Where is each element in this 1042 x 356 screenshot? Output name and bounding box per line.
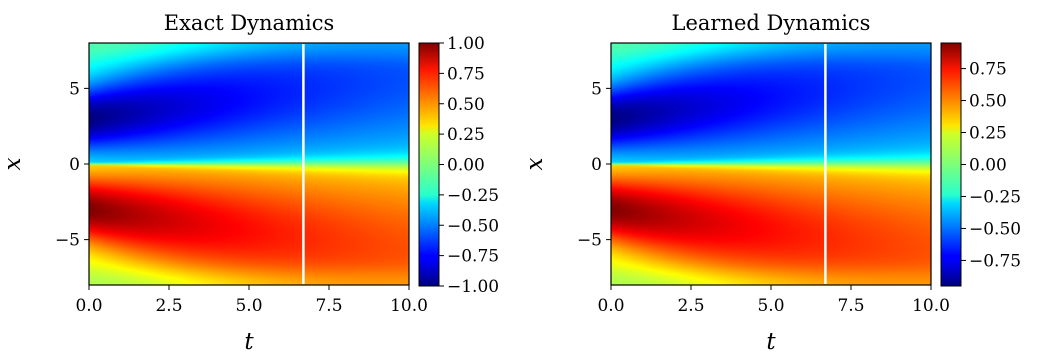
panel-exact: Exact Dynamics 0.0 2.5 5.0 7.5 10.0 5 0 −5 t x… [0, 11, 499, 355]
colorbar-tick-label: −0.25 [447, 186, 499, 206]
colorbar-tick-label: 0.75 [969, 60, 1007, 80]
y-tick-label: −5 [577, 231, 602, 251]
x-tick-label: 2.5 [155, 296, 182, 316]
x-tick-label: 7.5 [837, 296, 864, 316]
title: Learned Dynamics [672, 11, 871, 35]
colorbar-tick-label: −0.75 [447, 247, 499, 267]
colorbar-tick-label: −0.50 [969, 219, 1021, 239]
colorbar-tick-label: 1.00 [447, 34, 485, 54]
colorbar-tick-label: 0.25 [447, 125, 485, 145]
y-axis-label: x [522, 157, 548, 170]
colorbar-gradient [418, 42, 440, 287]
colorbar-tick-label: −0.50 [447, 216, 499, 236]
x-axis-label: t [244, 329, 254, 355]
colorbar-gradient [940, 42, 962, 287]
panel-learned: Learned Dynamics 0.0 2.5 5.0 7.5 10.0 5 0 −5 t… [522, 11, 1021, 355]
colorbar-tick-label: 0.00 [447, 156, 485, 176]
colorbar-tick-label: −0.25 [969, 187, 1021, 207]
colorbar: 0.75 0.50 0.25 0.00 −0.25 −0.50 −0.75 [940, 42, 1021, 287]
colorbar-tick-label: 0.25 [969, 124, 1007, 144]
y-tick-label: 0 [591, 155, 602, 175]
x-tick-label: 0.0 [597, 296, 624, 316]
colorbar: 1.00 0.75 0.50 0.25 0.00 −0.25 −0.50 −0.75 −1.00 [418, 34, 499, 297]
x-tick-label: 0.0 [75, 296, 102, 316]
colorbar-tick-label: 0.75 [447, 64, 485, 84]
heatmap-area [89, 43, 409, 285]
heatmap-area [611, 43, 931, 285]
heatmap-image [611, 43, 931, 285]
y-axis-label: x [0, 157, 26, 170]
x-axis-label: t [766, 329, 776, 355]
x-tick-label: 5.0 [235, 296, 262, 316]
y-tick-label: 5 [591, 79, 602, 99]
x-tick-label: 7.5 [315, 296, 342, 316]
x-tick-label: 10.0 [390, 296, 428, 316]
x-tick-label: 10.0 [912, 296, 950, 316]
heatmap-image [89, 43, 409, 285]
x-tick-label: 5.0 [757, 296, 784, 316]
colorbar-tick-label: −0.75 [969, 251, 1021, 271]
colorbar-tick-label: −1.00 [447, 277, 499, 297]
colorbar-tick-label: 0.50 [969, 92, 1007, 112]
y-tick-label: 0 [69, 155, 80, 175]
y-tick-label: −5 [55, 231, 80, 251]
y-tick-label: 5 [69, 79, 80, 99]
colorbar-tick-label: 0.50 [447, 95, 485, 115]
title: Exact Dynamics [164, 11, 334, 35]
colorbar-tick-label: 0.00 [969, 156, 1007, 176]
x-tick-label: 2.5 [677, 296, 704, 316]
